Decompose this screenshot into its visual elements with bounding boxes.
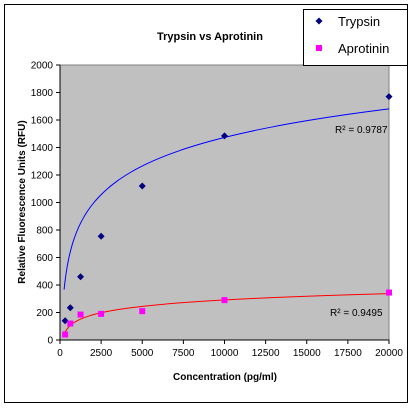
x-axis-label: Concentration (pg/ml) bbox=[173, 372, 277, 383]
legend-marker-aprotinin bbox=[316, 45, 322, 51]
x-tick-label: 20000 bbox=[375, 348, 403, 359]
trendline-trypsin bbox=[63, 108, 390, 290]
trendline-aprotinin bbox=[63, 293, 390, 335]
data-point-trypsin bbox=[97, 232, 105, 240]
x-tick-label: 17500 bbox=[334, 348, 362, 359]
y-axis-label: Relative Fluorescence Units (RFU) bbox=[17, 120, 28, 283]
points-layer bbox=[61, 93, 393, 338]
data-point-aprotinin bbox=[62, 331, 69, 338]
legend-box bbox=[303, 9, 408, 66]
data-point-aprotinin bbox=[139, 308, 146, 315]
x-tick-label: 5000 bbox=[131, 348, 154, 359]
y-tick-label: 0 bbox=[47, 336, 53, 347]
legend-marker-symbol bbox=[316, 45, 322, 51]
y-tick-label: 1400 bbox=[31, 143, 54, 154]
x-tick-label: 0 bbox=[57, 348, 63, 359]
y-tick-label: 1800 bbox=[31, 88, 54, 99]
legend-marker-symbol bbox=[315, 17, 323, 25]
legend: Trypsin Aprotinin bbox=[303, 9, 408, 66]
data-point-trypsin bbox=[138, 182, 146, 190]
data-point-aprotinin bbox=[386, 289, 392, 296]
y-tick-label: 400 bbox=[36, 281, 53, 292]
y-tick-label: 1200 bbox=[31, 171, 54, 182]
data-point-aprotinin bbox=[221, 297, 228, 304]
data-point-aprotinin bbox=[67, 320, 74, 327]
data-point-aprotinin bbox=[98, 310, 105, 317]
data-point-aprotinin bbox=[77, 311, 84, 318]
data-point-trypsin bbox=[66, 304, 74, 312]
trypsin-r2-label: R² = 0.9787 bbox=[335, 125, 388, 136]
data-point-trypsin bbox=[61, 317, 69, 325]
trendlines-layer bbox=[63, 108, 390, 335]
legend-label-trypsin: Trypsin bbox=[338, 14, 380, 29]
y-tick-label: 600 bbox=[36, 253, 53, 264]
aprotinin-r2-label: R² = 0.9495 bbox=[330, 308, 383, 319]
plot-area bbox=[59, 64, 390, 341]
data-point-trypsin bbox=[221, 132, 228, 140]
y-tick-label: 800 bbox=[36, 226, 53, 237]
legend-label-aprotinin: Aprotinin bbox=[338, 41, 389, 56]
x-tick-label: 10000 bbox=[211, 348, 239, 359]
y-tick-label: 200 bbox=[36, 308, 53, 319]
legend-marker-trypsin bbox=[315, 17, 323, 25]
y-tick-label: 1000 bbox=[31, 198, 54, 209]
x-tick-label: 15000 bbox=[293, 348, 321, 359]
x-tick-label: 2500 bbox=[90, 348, 113, 359]
x-tick-label: 12500 bbox=[252, 348, 280, 359]
x-tick-label: 7500 bbox=[172, 348, 195, 359]
data-point-trypsin bbox=[77, 273, 85, 281]
data-point-trypsin bbox=[385, 93, 393, 101]
chart-title: Trypsin vs Aprotinin bbox=[157, 31, 263, 43]
y-tick-label: 1600 bbox=[31, 116, 54, 127]
y-tick-label: 2000 bbox=[31, 61, 54, 72]
